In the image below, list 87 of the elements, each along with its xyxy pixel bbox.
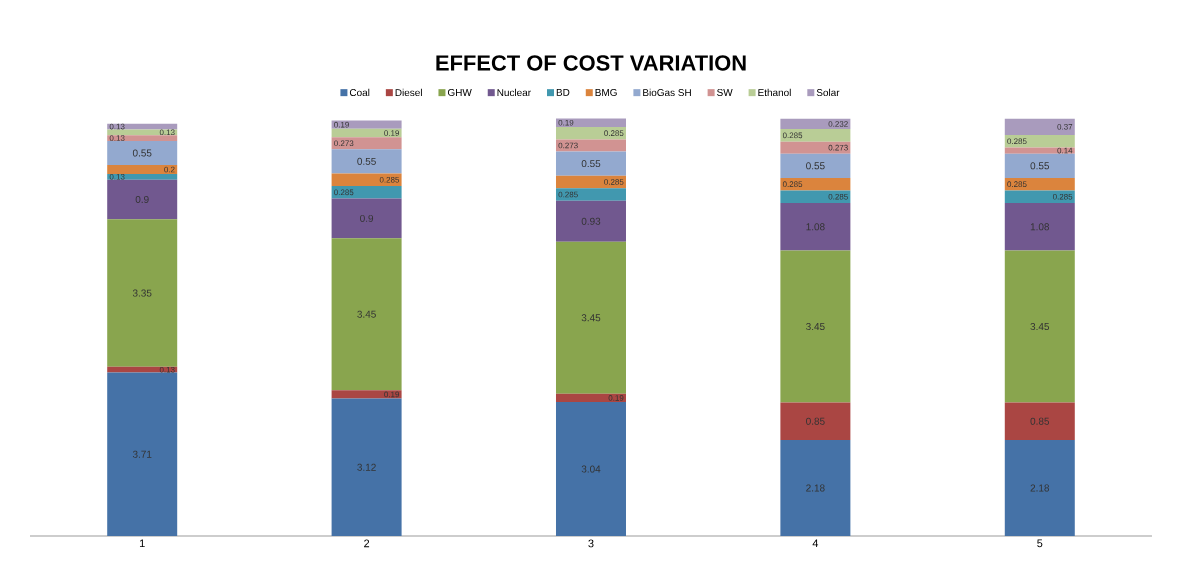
data-label: 3.12 — [357, 463, 376, 471]
bar — [555, 151, 626, 176]
data-label: 1.08 — [1030, 223, 1050, 231]
bar — [107, 140, 178, 166]
x-tick-label: 2 — [364, 539, 370, 548]
bar — [331, 120, 402, 129]
data-label: 3.04 — [581, 465, 601, 473]
data-label: 0.55 — [1030, 162, 1050, 170]
bar — [555, 241, 626, 394]
bar — [780, 190, 851, 203]
bar — [1004, 153, 1075, 178]
legend-label: BD — [556, 88, 570, 96]
legend-label: GHW — [447, 88, 472, 96]
bar — [331, 173, 402, 187]
bar — [1004, 439, 1075, 536]
bar — [331, 149, 402, 174]
bar — [107, 135, 178, 141]
bar — [780, 118, 851, 130]
bar — [1004, 190, 1075, 203]
data-label: 0.93 — [581, 217, 601, 225]
legend-label: Diesel — [395, 88, 422, 97]
bar — [107, 165, 178, 174]
data-label: 2.18 — [1030, 484, 1050, 492]
data-label: 0.85 — [1030, 417, 1050, 425]
legend-label: Nuclear — [497, 88, 531, 97]
bar — [780, 177, 851, 191]
bar — [780, 250, 851, 403]
bar — [555, 126, 626, 140]
bar — [331, 186, 402, 199]
data-label: 2.18 — [806, 484, 825, 492]
bar — [780, 153, 851, 178]
data-label: 0.85 — [806, 417, 825, 425]
bar — [555, 393, 626, 403]
bar — [107, 366, 178, 373]
bar — [107, 372, 178, 536]
x-tick-label: 4 — [812, 539, 819, 548]
bar — [555, 200, 626, 242]
x-tick-label: 3 — [588, 539, 594, 548]
bar — [107, 173, 178, 180]
bar — [107, 219, 178, 367]
bar — [331, 198, 402, 239]
data-label: 0.9 — [360, 214, 374, 222]
bar — [555, 188, 626, 201]
bar — [780, 203, 851, 251]
data-label: 1.08 — [806, 223, 825, 231]
legend-label: Ethanol — [758, 88, 791, 97]
legend-label: SW — [717, 88, 733, 96]
bar — [555, 118, 626, 127]
bar — [331, 238, 402, 391]
bar — [331, 128, 402, 138]
chart-title: EFFECT OF COST VARIATION — [436, 55, 746, 71]
bar — [1004, 147, 1075, 154]
bar — [1004, 177, 1075, 191]
data-label: 0.55 — [581, 160, 601, 168]
bar — [331, 390, 402, 399]
bar — [1004, 118, 1075, 135]
bar — [331, 398, 402, 536]
bar — [780, 439, 851, 536]
bar — [107, 179, 178, 220]
bar — [1004, 134, 1075, 148]
data-label: 3.35 — [132, 289, 152, 297]
bar — [331, 137, 402, 150]
x-tick-label: 5 — [1037, 539, 1043, 548]
data-label: 0.55 — [806, 162, 825, 170]
data-label: 0.55 — [132, 149, 152, 157]
legend-label: BioGas SH — [643, 88, 691, 97]
bar — [107, 129, 178, 136]
bar — [555, 402, 626, 536]
data-label: 0.55 — [357, 157, 376, 165]
bar — [1004, 203, 1075, 251]
data-label: 3.71 — [132, 450, 152, 458]
data-label: 3.45 — [1030, 323, 1050, 331]
legend-label: Coal — [349, 88, 370, 97]
data-label: 0.9 — [135, 195, 149, 203]
bar — [780, 129, 851, 142]
legend-label: BMG — [595, 88, 617, 96]
data-label: 3.45 — [806, 323, 825, 331]
bar — [780, 141, 851, 154]
bar — [555, 139, 626, 152]
bar — [1004, 402, 1075, 440]
bar — [555, 175, 626, 189]
bar — [1004, 250, 1075, 403]
data-label: 3.45 — [581, 314, 601, 322]
data-label: 3.45 — [357, 310, 376, 318]
x-tick-label: 1 — [139, 539, 145, 548]
legend-label: Solar — [816, 88, 840, 97]
bar — [780, 402, 851, 440]
